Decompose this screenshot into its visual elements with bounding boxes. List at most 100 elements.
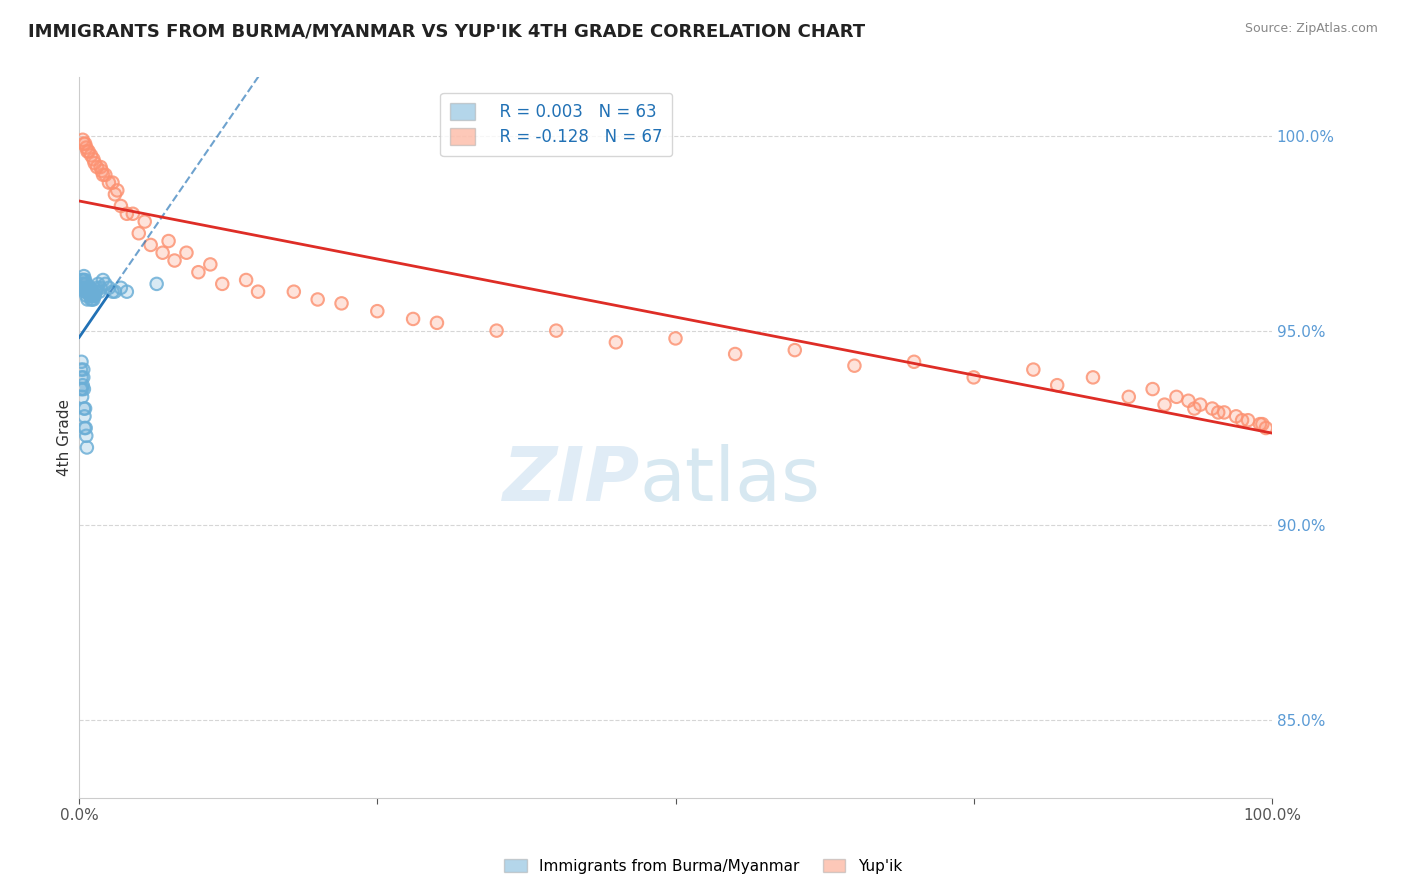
Point bbox=[105, 183, 128, 197]
Point bbox=[70, 382, 93, 396]
Point bbox=[80, 293, 103, 307]
Point bbox=[86, 281, 108, 295]
Point bbox=[115, 285, 138, 299]
Point bbox=[75, 273, 97, 287]
Point bbox=[1182, 401, 1205, 416]
Point bbox=[307, 293, 329, 307]
Point bbox=[75, 429, 97, 443]
Point bbox=[121, 207, 143, 221]
Point bbox=[79, 281, 101, 295]
Point bbox=[70, 273, 93, 287]
Point bbox=[73, 401, 96, 416]
Point bbox=[73, 401, 96, 416]
Point bbox=[211, 277, 233, 291]
Point bbox=[72, 133, 94, 147]
Point bbox=[80, 148, 103, 162]
Point bbox=[90, 281, 112, 295]
Point bbox=[134, 214, 156, 228]
Point bbox=[82, 293, 104, 307]
Point bbox=[1118, 390, 1140, 404]
Point bbox=[1213, 405, 1236, 419]
Point bbox=[91, 168, 114, 182]
Point bbox=[844, 359, 866, 373]
Point bbox=[82, 288, 104, 302]
Point bbox=[79, 281, 101, 295]
Point bbox=[152, 245, 174, 260]
Point bbox=[128, 226, 150, 240]
Point bbox=[1201, 401, 1223, 416]
Point bbox=[82, 285, 104, 299]
Point bbox=[73, 277, 96, 291]
Point bbox=[163, 253, 186, 268]
Point bbox=[187, 265, 209, 279]
Point bbox=[110, 281, 132, 295]
Point bbox=[82, 293, 104, 307]
Point bbox=[94, 168, 117, 182]
Point bbox=[73, 273, 96, 287]
Point bbox=[77, 285, 100, 299]
Point bbox=[1022, 362, 1045, 376]
Point bbox=[72, 277, 94, 291]
Point bbox=[86, 160, 108, 174]
Point bbox=[104, 285, 127, 299]
Point bbox=[1251, 417, 1274, 431]
Point bbox=[110, 199, 132, 213]
Point bbox=[1118, 390, 1140, 404]
Point bbox=[76, 293, 98, 307]
Point bbox=[72, 370, 94, 384]
Point bbox=[73, 421, 96, 435]
Text: atlas: atlas bbox=[640, 444, 821, 517]
Point bbox=[115, 207, 138, 221]
Point bbox=[80, 293, 103, 307]
Point bbox=[75, 273, 97, 287]
Point bbox=[307, 293, 329, 307]
Point bbox=[79, 288, 101, 302]
Point bbox=[247, 285, 270, 299]
Point bbox=[605, 335, 627, 350]
Point bbox=[70, 382, 93, 396]
Point bbox=[115, 285, 138, 299]
Point bbox=[83, 156, 105, 170]
Point bbox=[1177, 393, 1199, 408]
Text: IMMIGRANTS FROM BURMA/MYANMAR VS YUP'IK 4TH GRADE CORRELATION CHART: IMMIGRANTS FROM BURMA/MYANMAR VS YUP'IK … bbox=[28, 22, 865, 40]
Point bbox=[72, 273, 94, 287]
Point bbox=[1201, 401, 1223, 416]
Point bbox=[76, 281, 98, 295]
Point bbox=[72, 133, 94, 147]
Point bbox=[70, 370, 93, 384]
Point bbox=[79, 281, 101, 295]
Point bbox=[283, 285, 305, 299]
Point bbox=[73, 136, 96, 151]
Point bbox=[1213, 405, 1236, 419]
Point bbox=[77, 281, 100, 295]
Point bbox=[330, 296, 353, 310]
Point bbox=[80, 285, 103, 299]
Point bbox=[72, 362, 94, 376]
Point bbox=[97, 176, 120, 190]
Point bbox=[75, 140, 97, 154]
Point bbox=[75, 281, 97, 295]
Point bbox=[75, 281, 97, 295]
Point bbox=[80, 148, 103, 162]
Text: ZIP: ZIP bbox=[502, 444, 640, 517]
Point bbox=[70, 370, 93, 384]
Point bbox=[101, 176, 124, 190]
Point bbox=[70, 390, 93, 404]
Point bbox=[1206, 405, 1229, 419]
Point bbox=[75, 136, 97, 151]
Point bbox=[1225, 409, 1247, 424]
Point bbox=[157, 234, 180, 248]
Point bbox=[75, 277, 97, 291]
Point bbox=[1182, 401, 1205, 416]
Point bbox=[485, 324, 508, 338]
Point bbox=[84, 285, 107, 299]
Point bbox=[82, 285, 104, 299]
Point bbox=[330, 296, 353, 310]
Point bbox=[82, 153, 104, 167]
Point bbox=[77, 145, 100, 159]
Point bbox=[90, 160, 112, 174]
Point bbox=[283, 285, 305, 299]
Point bbox=[402, 312, 425, 326]
Point bbox=[89, 285, 111, 299]
Point bbox=[72, 378, 94, 392]
